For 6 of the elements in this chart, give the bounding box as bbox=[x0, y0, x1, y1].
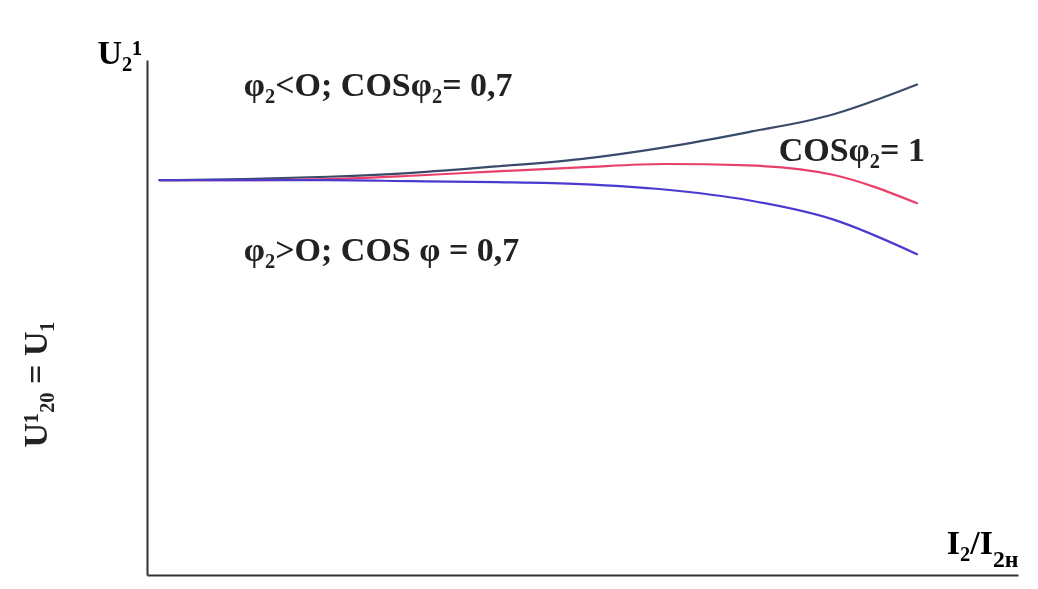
text: U¹₂₀ = U₁ bbox=[17, 321, 54, 448]
x-axis-title: I₂/I$_{2н}$ bbox=[946, 523, 1019, 572]
y-axis-title: U₂¹ bbox=[97, 33, 143, 71]
series-label: COSφ₂= 1 bbox=[778, 130, 925, 168]
series-label: φ₂>O; COS φ = 0,7 bbox=[243, 231, 520, 269]
series-label: φ₂<O; COSφ₂= 0,7 bbox=[243, 66, 513, 103]
